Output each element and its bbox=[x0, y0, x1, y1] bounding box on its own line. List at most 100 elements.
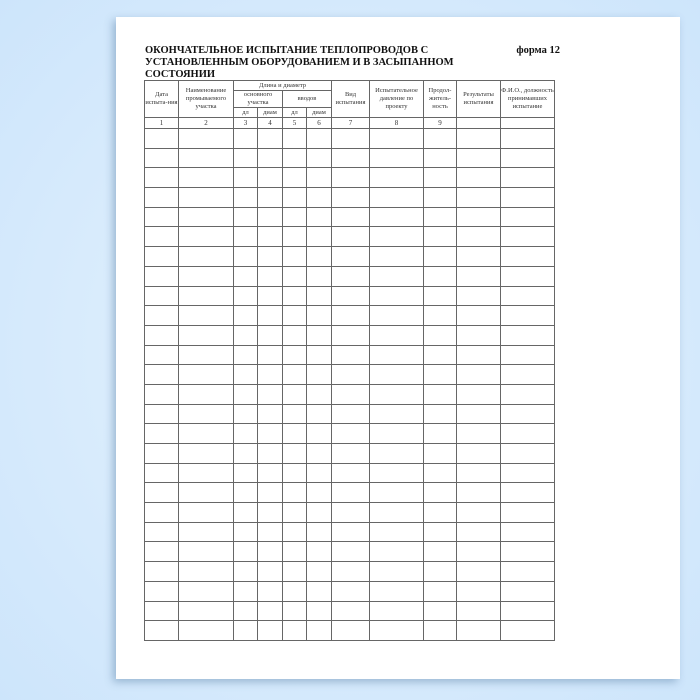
table-cell bbox=[282, 482, 307, 504]
table-cell bbox=[233, 561, 258, 582]
table-cell bbox=[331, 600, 370, 622]
table-row bbox=[144, 167, 555, 189]
table-cell bbox=[456, 600, 501, 622]
table-cell bbox=[233, 285, 258, 307]
table-cell bbox=[306, 187, 332, 208]
table-cell bbox=[331, 620, 370, 641]
table-cell bbox=[233, 364, 258, 385]
header-inlets: вводов bbox=[282, 90, 332, 108]
table-row bbox=[144, 462, 555, 484]
table-cell bbox=[423, 620, 457, 641]
table-cell bbox=[306, 383, 332, 405]
table-cell bbox=[456, 521, 501, 543]
table-cell bbox=[144, 521, 179, 543]
table-row bbox=[144, 443, 555, 464]
table-cell bbox=[369, 561, 424, 582]
table-cell bbox=[306, 128, 332, 149]
table-cell bbox=[144, 423, 179, 444]
table-cell bbox=[331, 128, 370, 149]
table-cell bbox=[144, 541, 179, 563]
table-cell bbox=[257, 462, 283, 484]
table-cell bbox=[423, 482, 457, 504]
table-cell bbox=[456, 364, 501, 385]
table-row bbox=[144, 541, 555, 563]
table-cell bbox=[369, 580, 424, 602]
table-cell bbox=[233, 383, 258, 405]
document-title: ОКОНЧАТЕЛЬНОЕ ИСПЫТАНИЕ ТЕПЛОПРОВОДОВ С … bbox=[145, 45, 454, 80]
table-cell bbox=[423, 128, 457, 149]
table-cell bbox=[500, 206, 555, 228]
column-number: 4 bbox=[257, 117, 283, 129]
column-number: 7 bbox=[331, 117, 370, 129]
table-cell bbox=[331, 324, 370, 346]
table-cell bbox=[331, 443, 370, 464]
table-cell bbox=[233, 206, 258, 228]
table-row bbox=[144, 423, 555, 444]
table-cell bbox=[282, 285, 307, 307]
table-cell bbox=[331, 265, 370, 287]
table-row bbox=[144, 403, 555, 425]
column-number: 9 bbox=[423, 117, 457, 129]
table-cell bbox=[178, 305, 234, 326]
table-cell bbox=[423, 521, 457, 543]
table-cell bbox=[306, 521, 332, 543]
table-cell bbox=[178, 265, 234, 287]
table-cell bbox=[369, 265, 424, 287]
header-results: Результаты испытания bbox=[456, 80, 501, 118]
table-cell bbox=[257, 620, 283, 641]
table-cell bbox=[233, 187, 258, 208]
table-cell bbox=[500, 462, 555, 484]
table-cell bbox=[233, 600, 258, 622]
table-row bbox=[144, 482, 555, 504]
table-cell bbox=[331, 167, 370, 189]
table-cell bbox=[178, 167, 234, 189]
table-cell bbox=[144, 580, 179, 602]
table-cell bbox=[456, 541, 501, 563]
table-cell bbox=[144, 265, 179, 287]
column-number: 8 bbox=[369, 117, 424, 129]
table-cell bbox=[257, 305, 283, 326]
table-cell bbox=[178, 206, 234, 228]
table-cell bbox=[456, 443, 501, 464]
table-cell bbox=[306, 600, 332, 622]
table-cell bbox=[178, 462, 234, 484]
table-cell bbox=[257, 226, 283, 248]
table-cell bbox=[178, 285, 234, 307]
table-cell bbox=[282, 383, 307, 405]
table-cell bbox=[282, 502, 307, 523]
table-cell bbox=[456, 462, 501, 484]
table-cell bbox=[331, 285, 370, 307]
table-cell bbox=[331, 147, 370, 169]
table-cell bbox=[331, 187, 370, 208]
table-cell bbox=[178, 580, 234, 602]
table-cell bbox=[233, 580, 258, 602]
table-cell bbox=[331, 502, 370, 523]
table-cell bbox=[257, 206, 283, 228]
table-cell bbox=[423, 443, 457, 464]
table-cell bbox=[233, 541, 258, 563]
table-cell bbox=[500, 521, 555, 543]
table-cell bbox=[500, 305, 555, 326]
table-row bbox=[144, 502, 555, 523]
table-cell bbox=[456, 344, 501, 366]
table-cell bbox=[257, 403, 283, 425]
table-cell bbox=[306, 324, 332, 346]
table-cell bbox=[306, 502, 332, 523]
table-cell bbox=[331, 344, 370, 366]
table-cell bbox=[456, 580, 501, 602]
table-cell bbox=[282, 580, 307, 602]
table-cell bbox=[257, 521, 283, 543]
table-cell bbox=[282, 423, 307, 444]
table-cell bbox=[500, 383, 555, 405]
table-cell bbox=[500, 561, 555, 582]
table-cell bbox=[331, 403, 370, 425]
table-cell bbox=[178, 187, 234, 208]
table-cell bbox=[144, 305, 179, 326]
table-cell bbox=[306, 167, 332, 189]
table-cell bbox=[331, 561, 370, 582]
table-cell bbox=[257, 187, 283, 208]
table-cell bbox=[306, 620, 332, 641]
header-date: Дата испыта-ния bbox=[144, 80, 179, 118]
table-cell bbox=[282, 324, 307, 346]
table-cell bbox=[500, 423, 555, 444]
